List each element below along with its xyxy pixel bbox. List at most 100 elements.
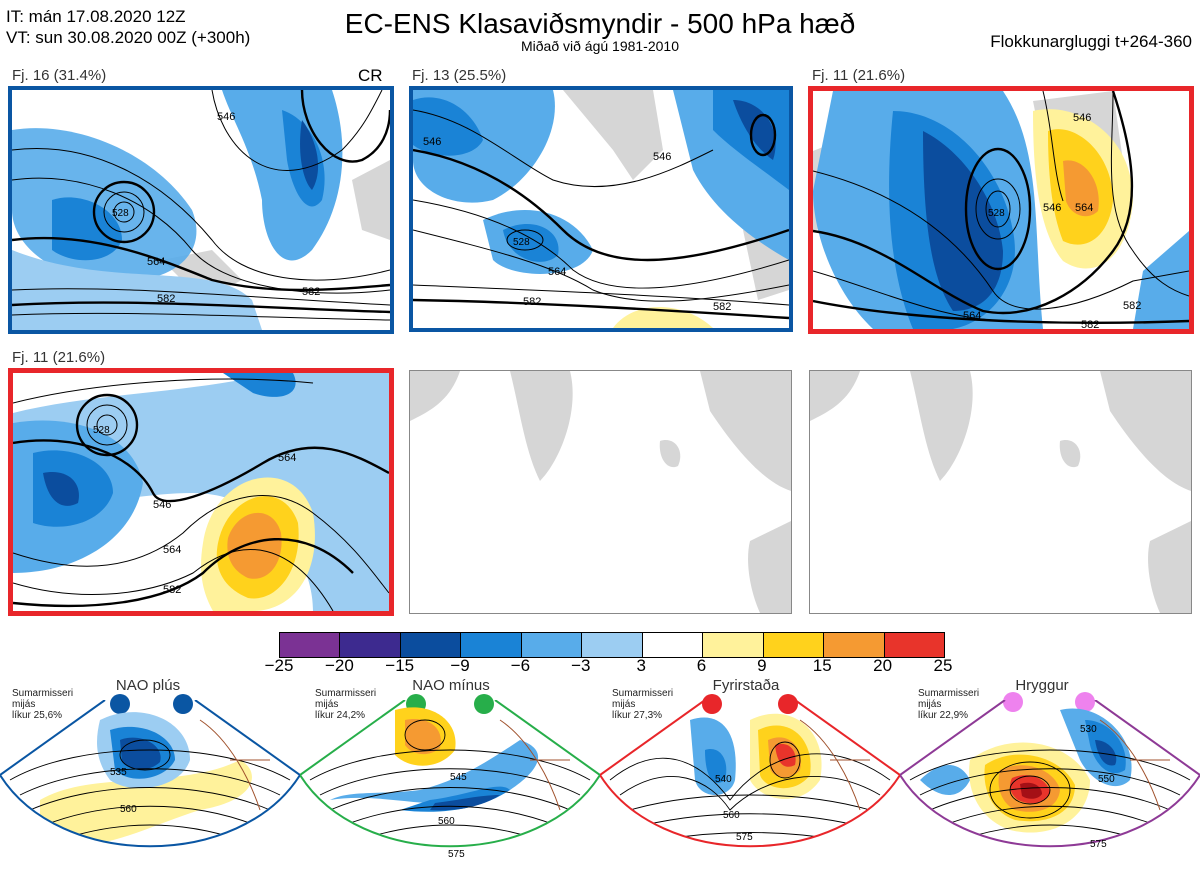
panel-3-contour-label: 564 xyxy=(1075,202,1093,214)
colorbar-tick-label: 25 xyxy=(933,656,953,675)
panel-3-contour-label: 582 xyxy=(1081,319,1099,329)
regime-4-contour-label: 550 xyxy=(1098,774,1115,785)
colorbar-tick-label: −20 xyxy=(324,656,354,675)
regime-1-contour-label: 560 xyxy=(120,804,137,815)
regime-1-dot-right xyxy=(173,694,193,714)
panel-3-contour-label: 582 xyxy=(1123,300,1141,312)
colorbar-tick-label: 6 xyxy=(696,656,707,675)
panel-2-contour-label: 528 xyxy=(513,237,530,248)
regime-4-dot-left xyxy=(1003,692,1023,712)
regime-2-probability: líkur 24,2% xyxy=(315,710,366,721)
panel-4-contour-label: 546 xyxy=(153,499,171,511)
colorbar-swatch xyxy=(521,633,583,657)
regime-3-contour-label: 560 xyxy=(723,810,740,821)
regime-1-dot-left xyxy=(110,694,130,714)
cluster-panel-3[interactable]: 546 528 546 564 564 582 582 xyxy=(808,86,1194,334)
regime-4-probability: líkur 22,9% xyxy=(918,710,969,721)
regime-4-map[interactable]: 530 550 575 xyxy=(900,700,1200,871)
colorbar-tick-label: −9 xyxy=(450,656,470,675)
cluster-panel-2[interactable]: 546 546 528 564 582 582 xyxy=(409,86,793,332)
panel-4-contour-label: 528 xyxy=(93,425,110,436)
panel-1-label: Fj. 16 (31.4%) xyxy=(12,67,107,84)
regime-1-info: Sumarmisseri mijás líkur 25,6% xyxy=(12,688,73,721)
regime-4-name: Hryggur xyxy=(1015,677,1069,694)
colorbar-tick-label: 9 xyxy=(757,656,767,675)
panel-1-contour-label: 582 xyxy=(302,286,320,298)
regime-3-season: Sumarmisseri xyxy=(612,688,674,699)
regime-2-dot-right xyxy=(474,694,494,714)
init-time: IT: mán 17.08.2020 12Z xyxy=(6,7,186,26)
panel-1-contour-label: 528 xyxy=(112,208,129,219)
colorbar-swatch xyxy=(884,633,944,657)
regime-4-dot-right xyxy=(1075,692,1095,712)
valid-time: VT: sun 30.08.2020 00Z (+300h) xyxy=(6,28,251,47)
panel-1-contour-label: 546 xyxy=(217,111,235,123)
cluster-panel-4[interactable]: 528 546 564 564 582 xyxy=(8,368,394,616)
colorbar xyxy=(279,632,945,658)
regime-2-contour-label: 560 xyxy=(438,816,455,827)
regime-1-dates: mijás xyxy=(12,699,36,710)
regime-2-info: Sumarmisseri mijás líkur 24,2% xyxy=(315,688,376,721)
regime-2-contour-label: 545 xyxy=(450,772,467,783)
colorbar-tick-label: 15 xyxy=(812,656,832,675)
cluster-window: Flokkunargluggi t+264-360 xyxy=(990,32,1192,51)
panel-1-tag: CR xyxy=(358,66,383,85)
header-info: IT: mán 17.08.2020 12Z VT: sun 30.08.202… xyxy=(6,6,250,48)
regime-3-contour-label: 540 xyxy=(715,774,732,785)
regime-3-contour-label: 575 xyxy=(736,832,753,843)
regime-3-name: Fyrirstaða xyxy=(712,677,780,694)
regime-4-season: Sumarmisseri xyxy=(918,688,980,699)
panel-2-label: Fj. 13 (25.5%) xyxy=(412,67,507,84)
regime-4-info: Sumarmisseri mijás líkur 22,9% xyxy=(918,688,979,721)
cluster-panel-1[interactable]: 546 564 582 528 582 xyxy=(8,86,394,334)
panel-4-contour-label: 564 xyxy=(163,544,181,556)
panel-3-label: Fj. 11 (21.6%) xyxy=(812,67,906,84)
regime-3-dot-left xyxy=(702,694,722,714)
colorbar-tick-label: 3 xyxy=(636,656,646,675)
panel-2-contour-label: 546 xyxy=(423,136,441,148)
colorbar-tick-label: −6 xyxy=(510,656,531,675)
empty-map-panel-6 xyxy=(809,370,1192,614)
page-subtitle: Miðað við ágú 1981-2010 xyxy=(520,38,679,54)
regime-2-season: Sumarmisseri xyxy=(315,688,377,699)
regime-3-dot-right xyxy=(778,694,798,714)
colorbar-tick-label: −3 xyxy=(571,656,591,675)
regime-4-contour-label: 530 xyxy=(1080,724,1097,735)
regime-1-probability: líkur 25,6% xyxy=(12,710,63,721)
regime-3-probability: líkur 27,3% xyxy=(612,710,663,721)
panel-3-contour-label: 564 xyxy=(963,310,981,322)
panel-2-contour-label: 546 xyxy=(653,151,671,163)
regime-3-info: Sumarmisseri mijás líkur 27,3% xyxy=(612,688,673,721)
regime-1-contour-label: 535 xyxy=(110,767,127,778)
panel-4-contour-label: 564 xyxy=(278,452,296,464)
colorbar-swatch xyxy=(280,633,341,657)
regime-2-dates: mijás xyxy=(315,699,339,710)
regime-3-dates: mijás xyxy=(612,699,636,710)
colorbar-tick-label: −25 xyxy=(264,656,294,675)
page-title: EC-ENS Klasaviðsmyndir - 500 hPa hæð xyxy=(344,8,856,39)
panel-2-contour-label: 582 xyxy=(713,301,731,313)
regime-3-map[interactable]: 540 560 575 xyxy=(600,700,900,871)
panel-3-contour-label: 528 xyxy=(988,208,1005,219)
panel-3-contour-label: 546 xyxy=(1043,202,1061,214)
colorbar-swatch xyxy=(461,633,522,657)
colorbar-swatch xyxy=(763,633,825,657)
panel-1-contour-label: 564 xyxy=(147,256,165,268)
colorbar-swatch xyxy=(642,633,704,657)
panel-4-contour-label: 582 xyxy=(163,584,181,596)
colorbar-tick-label: −15 xyxy=(385,656,415,675)
panel-1-contour-label: 582 xyxy=(157,293,175,305)
regime-2-name: NAO mínus xyxy=(412,677,490,694)
colorbar-swatch xyxy=(340,633,401,657)
regime-4-dates: mijás xyxy=(918,699,942,710)
colorbar-swatch xyxy=(582,633,643,657)
regime-1-map[interactable]: 535 560 xyxy=(0,700,300,871)
colorbar-swatch xyxy=(400,633,462,657)
regime-1-season: Sumarmisseri xyxy=(12,688,74,699)
colorbar-swatch xyxy=(703,633,764,657)
regime-2-map[interactable]: 545 560 575 xyxy=(300,700,600,871)
regime-1-name: NAO plús xyxy=(115,677,181,694)
regime-4-contour-label: 575 xyxy=(1090,839,1107,850)
regime-2-contour-label: 575 xyxy=(448,849,465,860)
colorbar-tick-label: 20 xyxy=(873,656,893,675)
